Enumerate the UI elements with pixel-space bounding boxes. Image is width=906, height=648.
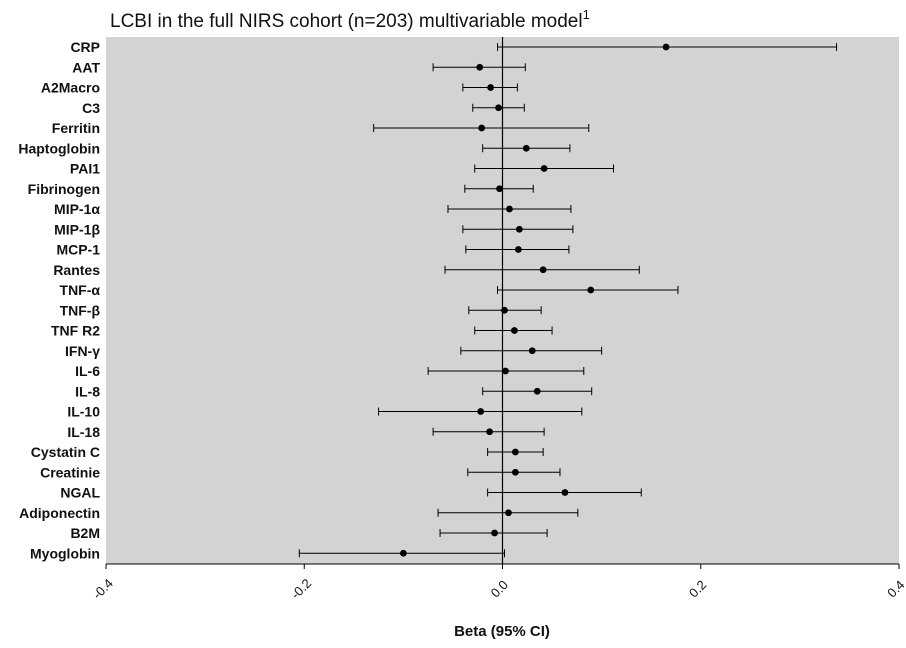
estimate-point-il-18 — [486, 428, 494, 436]
estimate-point-il-8 — [533, 387, 541, 395]
estimate-point-creatinie — [511, 468, 519, 476]
category-label-crp: CRP — [70, 39, 100, 55]
estimate-point-a2macro — [487, 84, 495, 91]
x-tick-label: -0.4 — [90, 576, 116, 602]
estimate-point-c3 — [495, 104, 502, 112]
estimate-point-il-6 — [502, 367, 509, 375]
estimate-point-haptoglobin — [522, 144, 530, 152]
category-label-il-8: IL-8 — [75, 383, 100, 399]
estimate-point-mip-1β — [515, 225, 523, 233]
x-tick-label: -0.2 — [288, 576, 314, 602]
category-label-myoglobin: Myoglobin — [30, 545, 100, 561]
estimate-point-cystatin-c — [511, 448, 519, 456]
estimate-point-ngal — [561, 489, 569, 496]
category-label-tnf-α: TNF-α — [60, 282, 101, 298]
estimate-point-rantes — [539, 266, 547, 274]
category-label-cystatin-c: Cystatin C — [31, 444, 100, 460]
category-label-ferritin: Ferritin — [52, 120, 100, 136]
category-label-a2macro: A2Macro — [41, 80, 100, 96]
x-axis-label: Beta (95% CI) — [454, 623, 550, 640]
category-label-pai1: PAI1 — [70, 161, 100, 177]
category-label-tnf-r2: TNF R2 — [51, 323, 100, 339]
category-label-il-18: IL-18 — [67, 424, 100, 440]
estimate-point-aat — [476, 63, 484, 71]
category-label-ngal: NGAL — [60, 485, 100, 501]
category-label-il-10: IL-10 — [67, 404, 100, 420]
chart-title-text: LCBI in the full NIRS cohort (n=203) mul… — [110, 11, 583, 32]
estimate-point-ferritin — [478, 124, 486, 132]
estimate-point-tnf-β — [501, 306, 508, 314]
x-tick-label: 0.2 — [686, 577, 709, 600]
category-label-mip-1β: MIP-1β — [54, 221, 100, 237]
category-label-rantes: Rantes — [53, 262, 100, 278]
category-label-aat: AAT — [72, 59, 100, 75]
estimate-point-il-10 — [477, 408, 485, 415]
category-label-c3: C3 — [82, 100, 100, 116]
estimate-point-ifn-γ — [528, 347, 536, 355]
estimate-point-tnf-r2 — [510, 327, 518, 334]
category-label-adiponectin: Adiponectin — [19, 505, 100, 521]
estimate-point-crp — [662, 43, 670, 51]
estimate-point-mcp-1 — [514, 246, 522, 253]
category-label-ifn-γ: IFN-γ — [65, 343, 100, 359]
category-labels: CRP AAT A2Macro C3 Ferritin Haptoglobin PAI1 Fi… — [18, 39, 100, 561]
x-axis: -0.4 -0.2 0.0 0.2 0.4 — [90, 563, 906, 602]
estimate-point-layer — [399, 43, 670, 557]
estimate-point-b2m — [491, 529, 498, 537]
chart-title: LCBI in the full NIRS cohort (n=203) mul… — [110, 7, 590, 32]
category-label-haptoglobin: Haptoglobin — [18, 140, 100, 156]
estimate-point-adiponectin — [505, 509, 512, 517]
x-tick-label: 0.0 — [488, 577, 511, 600]
estimate-point-fibrinogen — [496, 185, 503, 193]
estimate-point-tnf-α — [587, 286, 595, 294]
category-label-tnf-β: TNF-β — [60, 302, 101, 318]
chart-title-superscript: 1 — [583, 7, 590, 22]
category-label-creatinie: Creatinie — [40, 464, 100, 480]
category-label-il-6: IL-6 — [75, 363, 100, 379]
estimate-point-pai1 — [540, 165, 548, 172]
estimate-point-mip-1α — [506, 205, 513, 213]
category-label-fibrinogen: Fibrinogen — [28, 181, 100, 197]
category-label-mip-1α: MIP-1α — [54, 201, 100, 217]
estimate-point-myoglobin — [399, 549, 407, 557]
x-tick-label: 0.4 — [884, 577, 906, 600]
category-label-mcp-1: MCP-1 — [56, 242, 100, 258]
category-label-b2m: B2M — [70, 525, 100, 541]
